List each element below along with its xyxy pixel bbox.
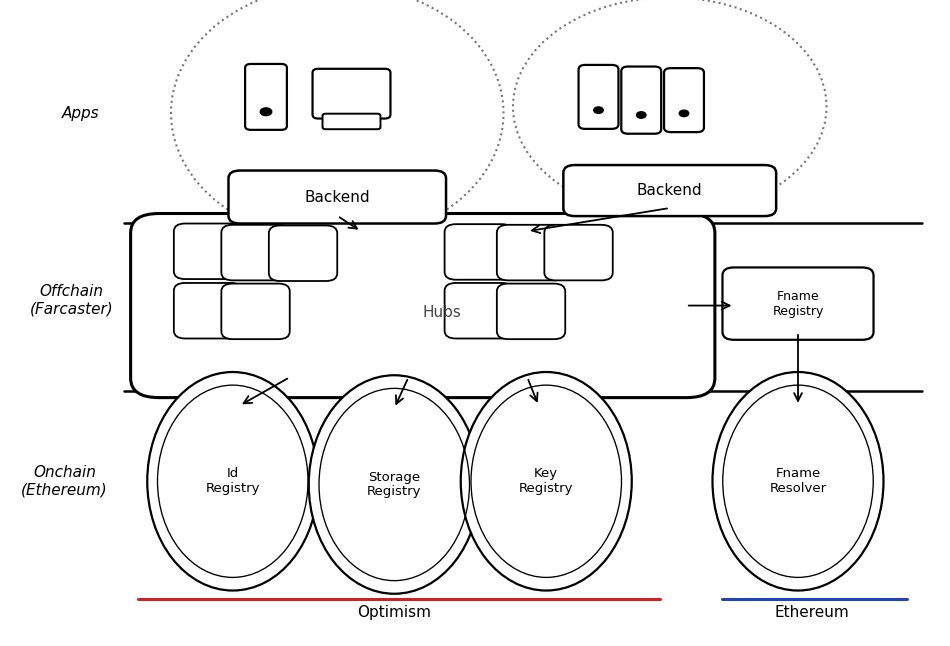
Ellipse shape — [309, 375, 480, 594]
Text: Ethereum: Ethereum — [775, 605, 849, 620]
Circle shape — [260, 108, 272, 116]
FancyBboxPatch shape — [579, 65, 618, 129]
FancyBboxPatch shape — [245, 64, 287, 130]
FancyBboxPatch shape — [664, 68, 704, 132]
Text: Id
Registry: Id Registry — [205, 467, 260, 495]
FancyBboxPatch shape — [130, 213, 714, 397]
FancyBboxPatch shape — [497, 284, 565, 339]
Ellipse shape — [461, 372, 632, 590]
FancyBboxPatch shape — [313, 68, 390, 119]
Text: Fname
Registry: Fname Registry — [772, 289, 824, 318]
FancyBboxPatch shape — [621, 67, 661, 134]
Text: Storage
Registry: Storage Registry — [367, 470, 422, 499]
Text: Backend: Backend — [636, 183, 703, 198]
Text: Hubs: Hubs — [423, 304, 461, 320]
FancyBboxPatch shape — [228, 171, 446, 224]
FancyBboxPatch shape — [722, 267, 874, 340]
Ellipse shape — [147, 372, 318, 590]
FancyBboxPatch shape — [445, 283, 513, 339]
Text: Onchain
(Ethereum): Onchain (Ethereum) — [21, 465, 108, 497]
Circle shape — [594, 107, 603, 114]
Text: Key
Registry: Key Registry — [519, 467, 574, 495]
FancyBboxPatch shape — [221, 225, 290, 280]
Circle shape — [636, 112, 646, 118]
Text: Fname
Resolver: Fname Resolver — [770, 467, 826, 495]
FancyBboxPatch shape — [445, 224, 513, 280]
Text: Backend: Backend — [304, 189, 370, 205]
FancyBboxPatch shape — [174, 283, 242, 339]
Text: Offchain
(Farcaster): Offchain (Farcaster) — [29, 284, 113, 317]
FancyBboxPatch shape — [563, 165, 776, 216]
FancyBboxPatch shape — [221, 284, 290, 339]
FancyBboxPatch shape — [322, 114, 380, 129]
Text: Optimism: Optimism — [357, 605, 431, 620]
Circle shape — [679, 110, 689, 117]
FancyBboxPatch shape — [544, 225, 613, 280]
FancyBboxPatch shape — [497, 225, 565, 280]
Ellipse shape — [712, 372, 884, 590]
FancyBboxPatch shape — [174, 224, 242, 279]
Text: Apps: Apps — [62, 105, 100, 121]
FancyBboxPatch shape — [269, 225, 337, 281]
